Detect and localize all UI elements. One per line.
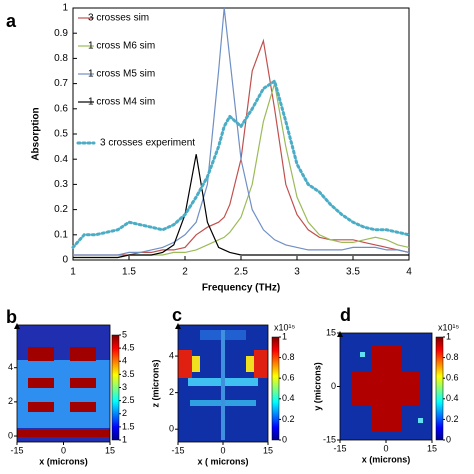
y-tick-label: 0.2: [54, 204, 68, 215]
x-tick-label: 2: [182, 267, 188, 278]
field-map: [340, 333, 432, 440]
y-tick-label: 0.3: [54, 179, 68, 190]
colorbar-tick-label: 0.4: [282, 393, 295, 403]
colorbar-tick-label: 0.6: [282, 373, 295, 383]
legend-label: 1 cross M4 sim: [88, 97, 155, 108]
legend-label: 1 cross M6 sim: [88, 41, 155, 52]
colorbar: [271, 336, 280, 441]
colorbar-tick-label: 3.5: [122, 369, 135, 379]
y-tick-label: 1: [62, 3, 68, 14]
y-tick-label: 0.5: [54, 129, 68, 140]
x-tick-label: 2.5: [234, 267, 248, 278]
x-tick-label: 0: [220, 445, 225, 455]
colorbar-tick-label: 1: [282, 331, 287, 341]
x-axis-label: x (microns): [39, 456, 88, 466]
legend-label: 3 crosses sim: [88, 13, 149, 24]
panel-letter: d: [340, 305, 351, 325]
field-map: [178, 325, 268, 442]
x-tick-label: 15: [105, 445, 115, 455]
panel-letter: a: [6, 11, 17, 31]
y-tick-label: 0.8: [54, 53, 68, 64]
y-axis-label: y (microns): [312, 362, 322, 411]
y-tick-label: 0: [8, 430, 13, 440]
x-tick-label: 15: [427, 443, 437, 453]
colorbar-tick-label: 0.6: [446, 373, 459, 383]
panel-letter: b: [6, 307, 17, 327]
legend-label: 3 crosses experiment: [100, 138, 195, 149]
colorbar-tick-label: 0.8: [282, 352, 295, 362]
legend-label: 1 cross M5 sim: [88, 69, 155, 80]
y-tick-label: 0.9: [54, 28, 68, 39]
series-line: [73, 154, 409, 259]
x-axis-label: x (microns): [362, 454, 411, 464]
y-tick-label: 4: [169, 350, 174, 360]
x-tick-label: 4: [406, 267, 412, 278]
y-tick-label: -15: [323, 434, 336, 444]
colorbar: [435, 336, 444, 441]
colorbar-scale: x10¹⁵: [274, 322, 296, 332]
colorbar-tick-label: 1: [446, 331, 451, 341]
x-tick-label: -15: [333, 443, 346, 453]
colorbar-tick-label: 0: [282, 434, 287, 444]
y-axis-arrow: [175, 323, 181, 329]
colorbar-scale: x10¹⁵: [438, 322, 460, 332]
y-axis-label: Absorption: [31, 107, 42, 160]
x-tick-label: 1: [70, 267, 76, 278]
x-tick-label: 3.5: [346, 267, 360, 278]
colorbar-tick-label: 2.5: [122, 395, 135, 405]
x-axis-label: x ( microns): [197, 456, 248, 466]
y-tick-label: 4: [8, 362, 13, 372]
series-line: [71, 78, 411, 249]
y-axis-arrow: [337, 331, 343, 337]
panel-letter: c: [172, 305, 182, 325]
x-tick-label: 0: [383, 443, 388, 453]
x-axis-label: Frequency (THz): [202, 283, 280, 294]
colorbar-tick-label: 0: [446, 434, 451, 444]
y-tick-label: 0.4: [54, 154, 68, 165]
y-tick-label: 0.7: [54, 78, 68, 89]
colorbar: [111, 334, 120, 441]
y-tick-label: 0: [331, 381, 336, 391]
colorbar-tick-label: 0.2: [446, 414, 459, 424]
y-axis-arrow: [14, 323, 20, 329]
y-tick-label: 0.1: [54, 229, 68, 240]
colorbar-tick-label: 0.2: [282, 414, 295, 424]
colorbar-tick-label: 1.5: [122, 421, 135, 431]
x-tick-label: 15: [263, 445, 273, 455]
x-tick-label: 3: [294, 267, 300, 278]
series-line: [73, 7, 410, 256]
x-tick-label: -15: [171, 445, 184, 455]
colorbar-tick-label: 4: [122, 356, 127, 366]
y-tick-label: 0: [169, 424, 174, 434]
y-tick-label: 2: [8, 396, 13, 406]
y-tick-label: 15: [326, 327, 336, 337]
x-tick-label: -15: [10, 445, 23, 455]
field-map: [17, 325, 110, 442]
colorbar-tick-label: 2: [122, 408, 127, 418]
colorbar-tick-label: 3: [122, 382, 127, 392]
colorbar-tick-label: 1: [122, 434, 127, 444]
x-tick-label: 1.5: [122, 267, 136, 278]
colorbar-tick-label: 4.5: [122, 343, 135, 353]
colorbar-tick-label: 0.8: [446, 352, 459, 362]
y-tick-label: 0: [62, 255, 68, 266]
y-axis-label: z (microns): [150, 359, 160, 407]
x-tick-label: 0: [61, 445, 66, 455]
colorbar-tick-label: 0.4: [446, 393, 459, 403]
y-tick-label: 0.6: [54, 103, 68, 114]
y-tick-label: 2: [169, 387, 174, 397]
colorbar-tick-label: 5: [122, 329, 127, 339]
